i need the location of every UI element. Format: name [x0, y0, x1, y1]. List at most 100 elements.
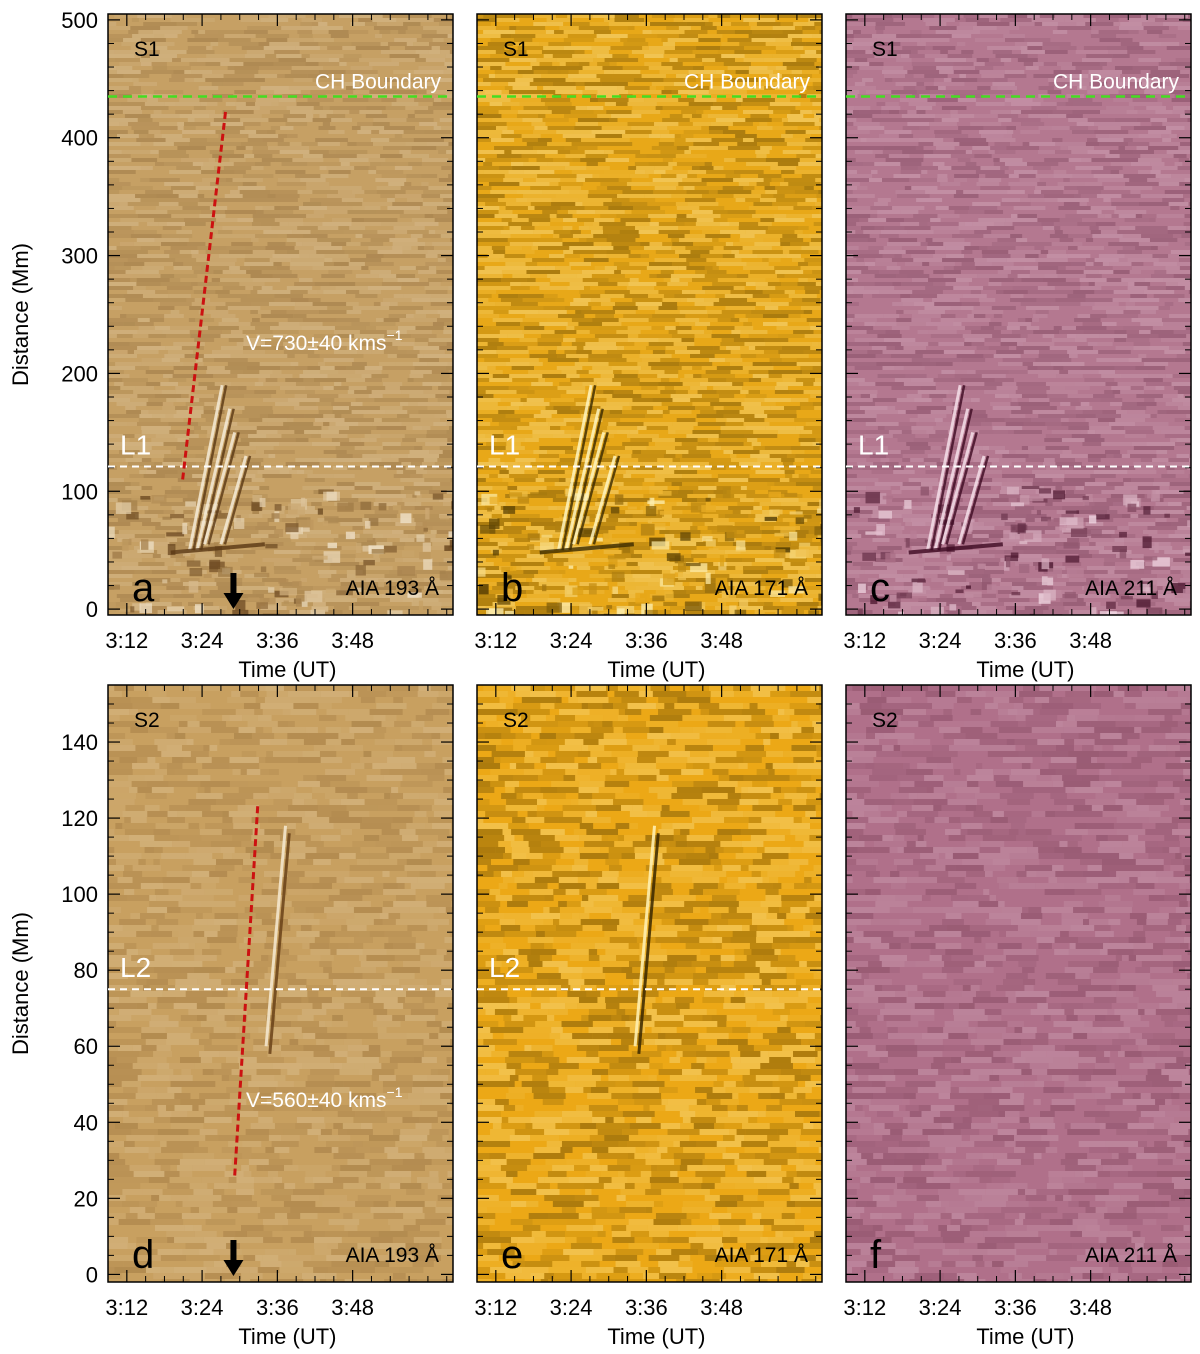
- noise-streak: [745, 534, 762, 538]
- noise-streak: [725, 466, 751, 470]
- noise-streak: [921, 34, 952, 38]
- noise-streak: [952, 90, 983, 94]
- noise-streak: [543, 294, 558, 298]
- noise-streak: [308, 346, 318, 350]
- noise-streak: [170, 554, 185, 558]
- noise-streak: [123, 382, 147, 386]
- noise-streak: [586, 162, 598, 166]
- noise-streak: [446, 414, 453, 418]
- noise-streak: [625, 518, 651, 522]
- noise-streak: [164, 162, 193, 166]
- noise-streak: [746, 262, 769, 266]
- noise-streak: [167, 350, 194, 354]
- noise-streak: [815, 178, 822, 182]
- noise-streak: [679, 518, 714, 522]
- noise-streak: [218, 230, 233, 234]
- noise-streak: [209, 114, 231, 118]
- noise-streak: [681, 110, 697, 114]
- noise-streak: [799, 402, 813, 406]
- noise-streak: [506, 590, 527, 594]
- noise-streak: [180, 578, 200, 582]
- noise-streak: [1086, 54, 1113, 58]
- noise-streak: [619, 458, 639, 462]
- noise-streak: [814, 90, 822, 94]
- noise-streak: [230, 270, 247, 274]
- noise-streak: [640, 254, 650, 258]
- noise-streak: [307, 162, 341, 166]
- noise-streak: [312, 118, 332, 122]
- noise-streak: [245, 102, 256, 106]
- noise-streak: [528, 386, 558, 390]
- noise-streak: [108, 270, 126, 274]
- noise-streak: [554, 330, 577, 334]
- noise-streak: [140, 178, 150, 182]
- noise-streak: [261, 270, 292, 274]
- noise-streak: [675, 454, 683, 458]
- noise-streak: [649, 486, 668, 490]
- noise-streak: [530, 186, 561, 190]
- noise-streak: [1137, 110, 1156, 114]
- noise-streak: [709, 250, 732, 254]
- noise-streak: [562, 134, 596, 138]
- noise-streak: [230, 370, 244, 374]
- noise-streak: [244, 406, 273, 410]
- noise-streak: [699, 246, 714, 250]
- base-speckle: [715, 577, 728, 590]
- noise-streak: [569, 190, 589, 194]
- noise-streak: [163, 374, 173, 378]
- noise-streak: [363, 566, 393, 570]
- noise-streak: [689, 262, 717, 266]
- noise-streak: [427, 510, 453, 514]
- noise-streak: [123, 38, 141, 42]
- noise-streak: [135, 194, 157, 198]
- noise-streak: [530, 550, 542, 554]
- noise-streak: [700, 26, 717, 30]
- noise-streak: [442, 450, 453, 454]
- noise-streak: [410, 474, 423, 478]
- noise-streak: [609, 138, 630, 142]
- noise-streak: [686, 434, 719, 438]
- noise-streak: [218, 134, 249, 138]
- noise-streak: [1151, 122, 1163, 126]
- noise-streak: [328, 150, 336, 154]
- base-speckle: [182, 553, 191, 557]
- noise-streak: [660, 358, 680, 362]
- noise-streak: [505, 586, 516, 590]
- noise-streak: [1073, 102, 1102, 106]
- noise-streak: [347, 390, 355, 394]
- noise-streak: [646, 410, 663, 414]
- noise-streak: [752, 250, 783, 254]
- base-speckle: [132, 603, 142, 611]
- noise-streak: [323, 262, 334, 266]
- noise-streak: [349, 226, 366, 230]
- noise-streak: [496, 154, 522, 158]
- noise-streak: [620, 270, 641, 274]
- noise-streak: [574, 326, 600, 330]
- noise-streak: [690, 86, 710, 90]
- noise-streak: [629, 198, 656, 202]
- noise-streak: [802, 298, 821, 302]
- base-speckle: [501, 566, 513, 573]
- noise-streak: [535, 178, 561, 182]
- noise-streak: [274, 250, 288, 254]
- noise-streak: [695, 322, 711, 326]
- noise-streak: [537, 342, 562, 346]
- noise-streak: [362, 518, 371, 522]
- noise-streak: [237, 442, 250, 446]
- noise-streak: [607, 478, 615, 482]
- noise-streak: [193, 270, 214, 274]
- noise-streak: [651, 366, 682, 370]
- base-speckle: [254, 572, 270, 578]
- noise-streak: [387, 354, 397, 358]
- noise-streak: [341, 266, 362, 270]
- noise-streak: [191, 18, 215, 22]
- noise-streak: [980, 134, 1004, 138]
- noise-streak: [567, 210, 577, 214]
- noise-streak: [721, 338, 734, 342]
- noise-streak: [148, 130, 161, 134]
- noise-streak: [756, 22, 781, 26]
- noise-streak: [630, 538, 647, 542]
- noise-streak: [497, 518, 529, 522]
- noise-streak: [171, 602, 183, 606]
- noise-streak: [533, 450, 548, 454]
